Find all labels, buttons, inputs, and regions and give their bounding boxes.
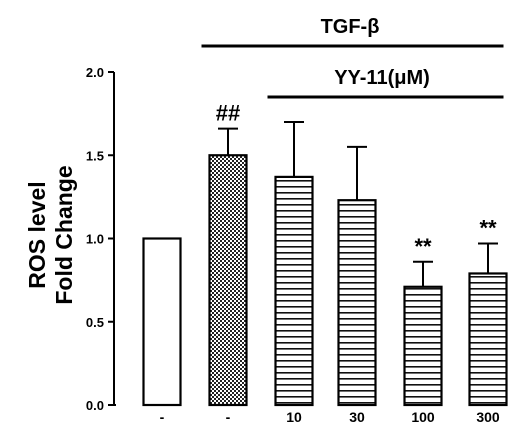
y-axis-title-line2: Fold Change [51,165,77,304]
x-axis-labels: - - 10 30 100 300 [160,409,500,425]
x-category-label: - [226,409,231,425]
significance-label: ## [216,101,240,126]
x-category-label: 30 [349,409,365,425]
bar-4 [337,199,377,407]
x-category-label: 10 [286,409,302,425]
y-axis-title-line1: ROS level [24,181,50,288]
y-tick-label: 0.5 [86,315,104,330]
x-category-label: 100 [411,409,435,425]
y-tick-label: 1.0 [86,232,104,247]
y-axis: 0.0 0.5 1.0 1.5 2.0 [86,65,115,413]
significance-label: ** [414,234,432,259]
bar-2 [208,154,248,407]
bar-6 [468,272,508,407]
y-tick-label: 0.0 [86,398,104,413]
group-bracket-label: TGF-β [321,16,380,38]
group-brackets: TGF-β YY-11(μM) [201,16,504,99]
x-category-label: - [160,409,165,425]
bar-3 [274,175,314,407]
y-tick-label: 2.0 [86,65,104,80]
x-category-label: 300 [476,409,500,425]
significance-label: ** [479,215,497,240]
y-axis-title: ROS level Fold Change [24,165,77,304]
bar-5 [403,285,443,407]
bars: ## ** ** [114,101,508,407]
y-tick-label: 1.5 [86,148,104,163]
group-bracket-label: YY-11(μM) [334,67,430,89]
bar-1 [142,237,182,407]
